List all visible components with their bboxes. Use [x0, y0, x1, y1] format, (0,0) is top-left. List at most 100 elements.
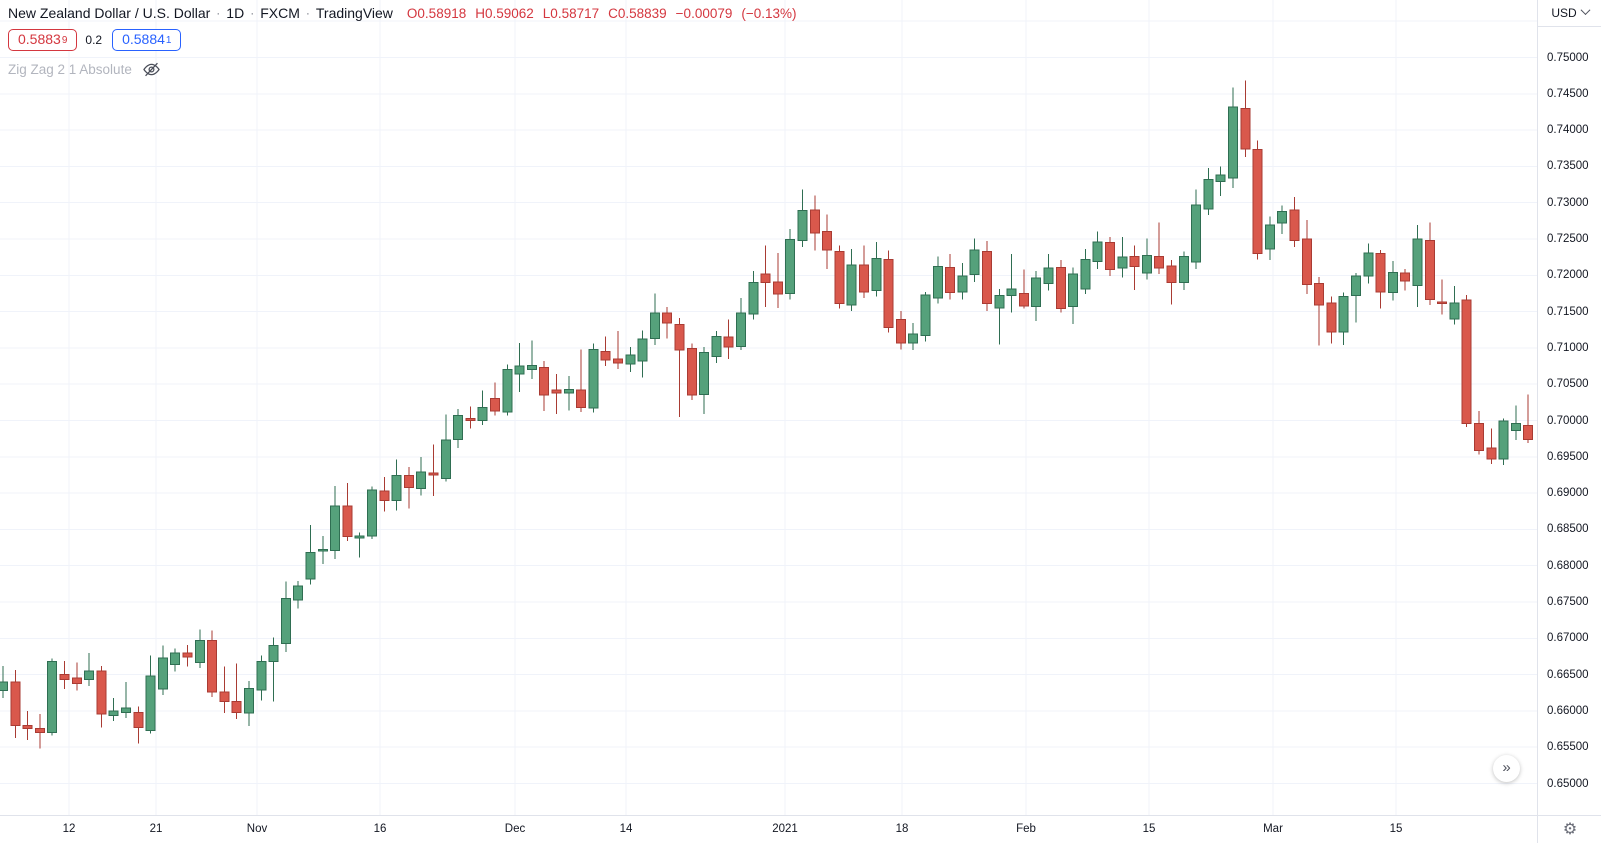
- timeframe-label[interactable]: 1D: [226, 5, 245, 21]
- time-tick-label: 12: [62, 823, 76, 835]
- candle-body: [662, 312, 673, 324]
- candle-body: [920, 294, 931, 337]
- candle-body: [1351, 275, 1361, 297]
- candle-body: [256, 661, 267, 691]
- candle-body: [809, 209, 820, 234]
- ask-price-sup: 1: [165, 35, 172, 46]
- candle-body: [244, 687, 254, 714]
- price-tick-label: 0.66000: [1547, 704, 1589, 717]
- candle-body: [1006, 288, 1017, 297]
- time-axis[interactable]: 12 21 Nov 16 Dec 14 2021 18 Feb 15 Mar 15 ⚙: [0, 815, 1601, 843]
- currency-selector[interactable]: USD: [1538, 0, 1601, 27]
- candle-body: [1449, 302, 1460, 320]
- chart-plot-area[interactable]: New Zealand Dollar / U.S. Dollar · 1D · …: [0, 0, 1537, 815]
- candle-body: [145, 675, 156, 732]
- candle-body: [859, 264, 869, 293]
- price-tick-label: 0.67500: [1547, 596, 1589, 608]
- candle-body: [1043, 267, 1054, 284]
- candle-body: [219, 691, 230, 702]
- candle-body: [10, 681, 21, 726]
- time-tick-label: Mar: [1263, 823, 1283, 835]
- time-tick-label: 18: [895, 823, 909, 835]
- change-value: −0.00079: [675, 5, 733, 21]
- bid-price-badge[interactable]: 0.5883 9: [8, 29, 78, 51]
- hidden-eye-icon[interactable]: [142, 60, 161, 79]
- price-tick-label: 0.71500: [1547, 305, 1589, 318]
- candle-body: [736, 312, 746, 347]
- price-tick-label: 0.74500: [1547, 87, 1589, 100]
- candle-body: [71, 677, 82, 684]
- ask-price-badge[interactable]: 0.5884 1: [112, 29, 182, 51]
- price-tick-label: 0.75000: [1547, 51, 1589, 64]
- candle-body: [686, 348, 697, 396]
- candle-body: [637, 338, 648, 362]
- candle-body: [1166, 265, 1177, 284]
- symbol-title[interactable]: New Zealand Dollar / U.S. Dollar: [8, 5, 211, 21]
- price-tick-label: 0.70000: [1547, 414, 1589, 427]
- candle-body: [1252, 149, 1263, 255]
- candle-body: [1141, 255, 1152, 274]
- ohlc-values: O0.58918 H0.59062 L0.58717 C0.58839 −0.0…: [407, 6, 806, 21]
- candle-body: [182, 652, 193, 658]
- candle-body: [170, 652, 181, 665]
- bid-price-sup: 9: [61, 35, 68, 46]
- candle-body: [674, 324, 685, 351]
- candlestick-chart[interactable]: [0, 0, 1537, 815]
- price-tick-label: 0.73000: [1547, 196, 1589, 209]
- time-tick-label: 21: [149, 823, 163, 835]
- time-tick-label: 2021: [772, 823, 798, 835]
- candle-body: [908, 333, 919, 344]
- candle-body: [367, 489, 377, 537]
- candle-body: [797, 210, 808, 241]
- candle-body: [1068, 273, 1079, 308]
- candle-body: [982, 250, 992, 305]
- candle-body: [1301, 238, 1312, 286]
- time-tick-label: Dec: [504, 823, 526, 835]
- candle-body: [416, 471, 427, 490]
- candle-body: [748, 282, 759, 315]
- candle-body: [34, 727, 45, 734]
- candle-body: [428, 472, 439, 476]
- candle-body: [305, 552, 316, 580]
- candle-body: [1474, 422, 1484, 451]
- candle-body: [969, 249, 980, 276]
- candle-body: [932, 266, 943, 299]
- candle-body: [1191, 204, 1202, 263]
- candle-body: [588, 348, 599, 409]
- candle-body: [1129, 255, 1140, 268]
- price-tick-label: 0.67000: [1547, 632, 1589, 645]
- candle-body: [1400, 272, 1411, 282]
- candle-body: [1486, 447, 1497, 460]
- gear-icon[interactable]: ⚙: [1562, 821, 1578, 838]
- time-tick-label: 15: [1142, 823, 1156, 835]
- scroll-right-button[interactable]: »: [1493, 755, 1520, 782]
- candle-body: [1092, 241, 1103, 263]
- candle-body: [514, 365, 525, 375]
- price-tick-label: 0.74000: [1547, 124, 1589, 137]
- candle-body: [477, 406, 488, 422]
- price-axis[interactable]: USD 0.75000 0.74500 0.74000 0.73500 0.73000 0…: [1537, 0, 1601, 815]
- candle-body: [1375, 253, 1386, 293]
- candle-body: [1018, 292, 1029, 307]
- candle-body: [1498, 420, 1509, 460]
- candle-body: [772, 281, 783, 295]
- candle-body: [379, 490, 390, 501]
- candle-body: [1437, 301, 1448, 305]
- candle-body: [600, 351, 611, 361]
- price-tick-label: 0.72000: [1547, 269, 1589, 282]
- indicator-label[interactable]: Zig Zag 2 1 Absolute: [8, 62, 132, 77]
- candle-body: [121, 707, 131, 713]
- candle-body: [108, 710, 119, 716]
- separator-dot: ·: [250, 6, 255, 20]
- price-tick-label: 0.65000: [1547, 777, 1589, 790]
- symbol-row: New Zealand Dollar / U.S. Dollar · 1D · …: [8, 5, 806, 21]
- bid-ask-row: 0.5883 9 0.2 0.5884 1: [8, 28, 806, 52]
- candle-body: [207, 639, 218, 693]
- candle-body: [723, 336, 734, 348]
- brand-label[interactable]: TradingView: [315, 5, 393, 21]
- price-tick-label: 0.73500: [1547, 160, 1589, 173]
- candle-body: [0, 681, 8, 692]
- price-tick-label: 0.68000: [1547, 559, 1589, 572]
- exchange-label[interactable]: FXCM: [260, 5, 300, 21]
- candle-body: [1387, 271, 1398, 294]
